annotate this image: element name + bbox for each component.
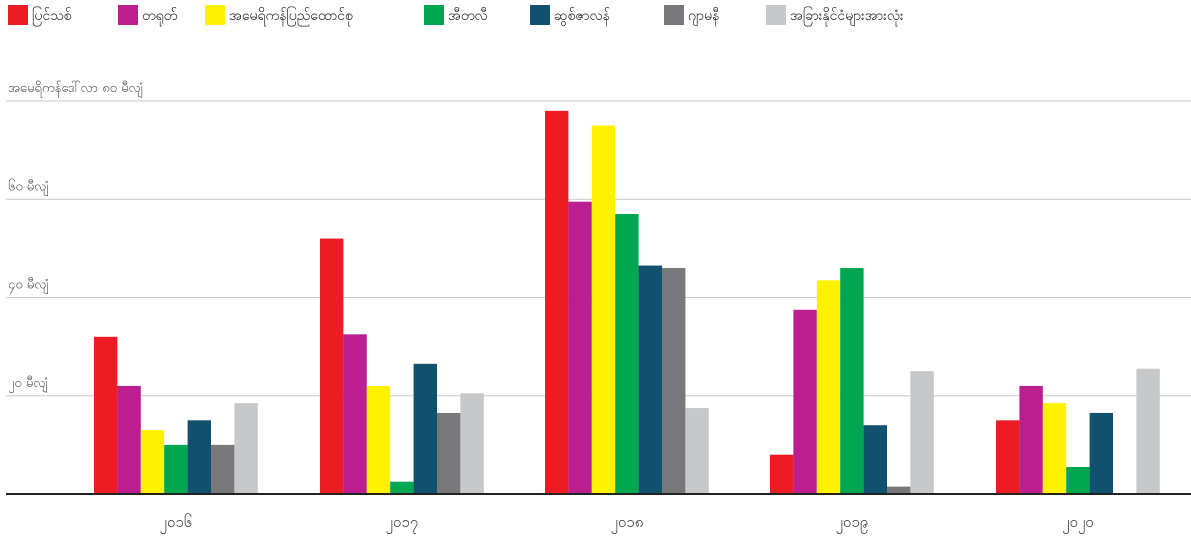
legend-label: ဂျာမနီ	[688, 8, 719, 26]
legend-swatch	[205, 5, 225, 25]
bar	[770, 454, 794, 494]
bar	[887, 486, 911, 494]
legend: ပြင်သစ် တရုတ် အမေရိကန်ပြည်ထောင်စု အီတလီ ဆွစ်…	[8, 5, 904, 26]
bar	[320, 238, 344, 494]
legend-swatch	[664, 5, 684, 25]
bar	[117, 385, 141, 494]
legend-swatch	[8, 5, 28, 25]
bar	[164, 444, 188, 494]
legend-label: ဆွစ်ဇာလန်	[554, 8, 610, 26]
x-category-label: ၂၀၁၇	[386, 513, 419, 534]
x-axis-labels: ၂၀၁၆ ၂၀၁၇ ၂၀၁၈ ၂၀၁၉ ၂၀၂၀	[160, 513, 1094, 534]
bar	[460, 393, 484, 494]
bar	[545, 110, 569, 494]
legend-swatch	[766, 5, 786, 25]
bar	[94, 336, 118, 494]
bar	[591, 125, 616, 494]
bar	[390, 481, 414, 494]
legend-label: အီတလီ	[448, 8, 488, 24]
legend-label: ပြင်သစ်	[32, 7, 72, 26]
bar	[910, 371, 934, 494]
bars	[94, 110, 1160, 495]
x-category-label: ၂၀၁၈	[610, 513, 643, 534]
bar	[568, 201, 592, 495]
x-category-label: ၂၀၁၆	[160, 513, 193, 534]
y-axis-label: အမေရိကန်ဒေါ်လာ ၈၀ မီလျံ	[8, 80, 143, 98]
bar	[638, 265, 662, 494]
bar	[343, 334, 367, 494]
x-category-label: ၂၀၁၉	[836, 513, 869, 534]
bar	[685, 408, 709, 494]
y-tick-label: ၆၀ မီလျံ	[8, 178, 48, 196]
bar	[1019, 385, 1043, 494]
bar	[211, 444, 235, 494]
bar	[366, 385, 391, 494]
bar	[615, 213, 639, 495]
bar	[187, 420, 211, 494]
legend-swatch	[424, 5, 444, 25]
legend-label: အခြားနိုင်ငံများအားလုံး	[790, 7, 904, 26]
bar	[1042, 403, 1067, 494]
y-axis-ticks: ၂၀ မီလျံ ၄၀ မီလျံ ၆၀ မီလျံ	[8, 178, 48, 393]
bar	[816, 280, 841, 494]
legend-label: တရုတ်	[142, 8, 178, 26]
bar	[1136, 368, 1160, 494]
legend-swatch	[118, 5, 138, 25]
bar	[1089, 412, 1113, 494]
y-tick-label: ၄၀ မီလျံ	[8, 277, 48, 295]
bar	[662, 268, 686, 494]
bar	[996, 420, 1020, 494]
bar	[1066, 466, 1090, 494]
bar	[840, 268, 864, 494]
bar	[413, 363, 437, 494]
bar	[234, 403, 258, 494]
x-category-label: ၂၀၂၀	[1062, 513, 1094, 534]
bar	[437, 412, 461, 494]
bar	[793, 309, 817, 494]
bar	[140, 430, 165, 494]
y-tick-label: ၂၀ မီလျံ	[8, 375, 48, 393]
legend-swatch	[530, 5, 550, 25]
bar	[863, 425, 887, 494]
legend-label: အမေရိကန်ပြည်ထောင်စု	[229, 7, 353, 26]
